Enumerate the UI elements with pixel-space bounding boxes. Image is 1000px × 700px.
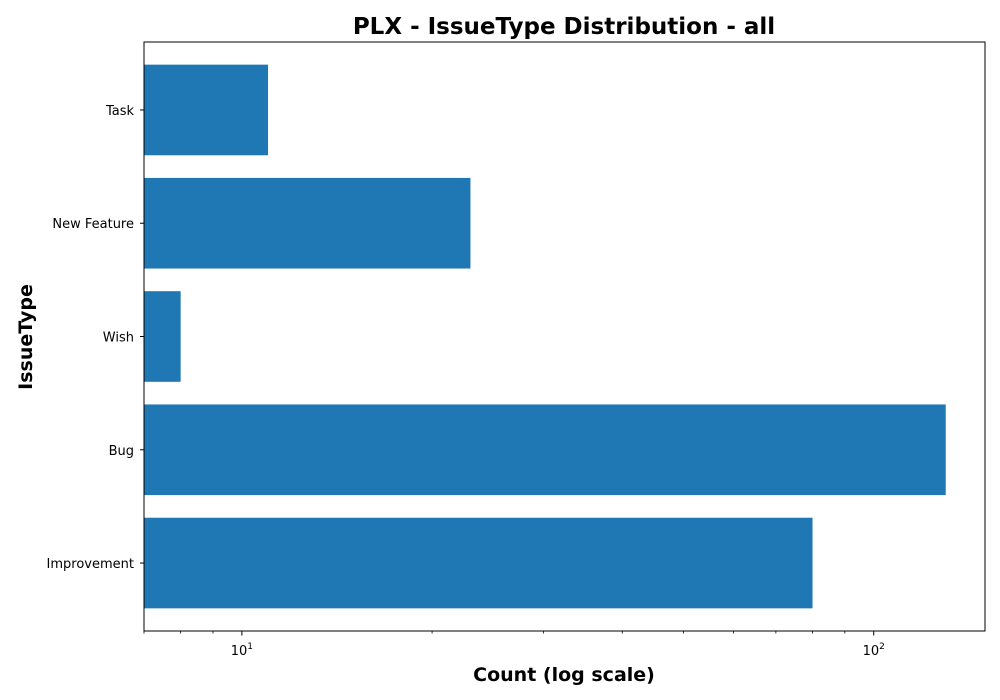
bar-new-feature bbox=[144, 177, 471, 269]
y-tick-label: Task bbox=[105, 104, 135, 119]
bars-group bbox=[144, 64, 946, 609]
x-axis-ticks: 101 102 bbox=[143, 631, 885, 659]
x-tick-label: 102 bbox=[863, 642, 885, 659]
y-axis-label: IssueType bbox=[15, 284, 37, 390]
bar-bug bbox=[144, 404, 946, 496]
plot-frame bbox=[143, 41, 986, 632]
bar-wish bbox=[144, 291, 181, 382]
y-tick-label: New Feature bbox=[52, 217, 134, 232]
x-axis-label: Count (log scale) bbox=[473, 664, 655, 686]
y-tick-label: Improvement bbox=[47, 557, 134, 572]
y-tick-label: Wish bbox=[103, 331, 134, 346]
x-tick-label: 101 bbox=[231, 642, 253, 659]
chart-title: PLX - IssueType Distribution - all bbox=[353, 14, 775, 40]
y-tick-label: Bug bbox=[109, 444, 134, 459]
bar-task bbox=[144, 64, 269, 156]
bar-improvement bbox=[144, 517, 813, 609]
y-axis-ticks: Improvement Bug Wish New Feature Task bbox=[47, 104, 144, 572]
